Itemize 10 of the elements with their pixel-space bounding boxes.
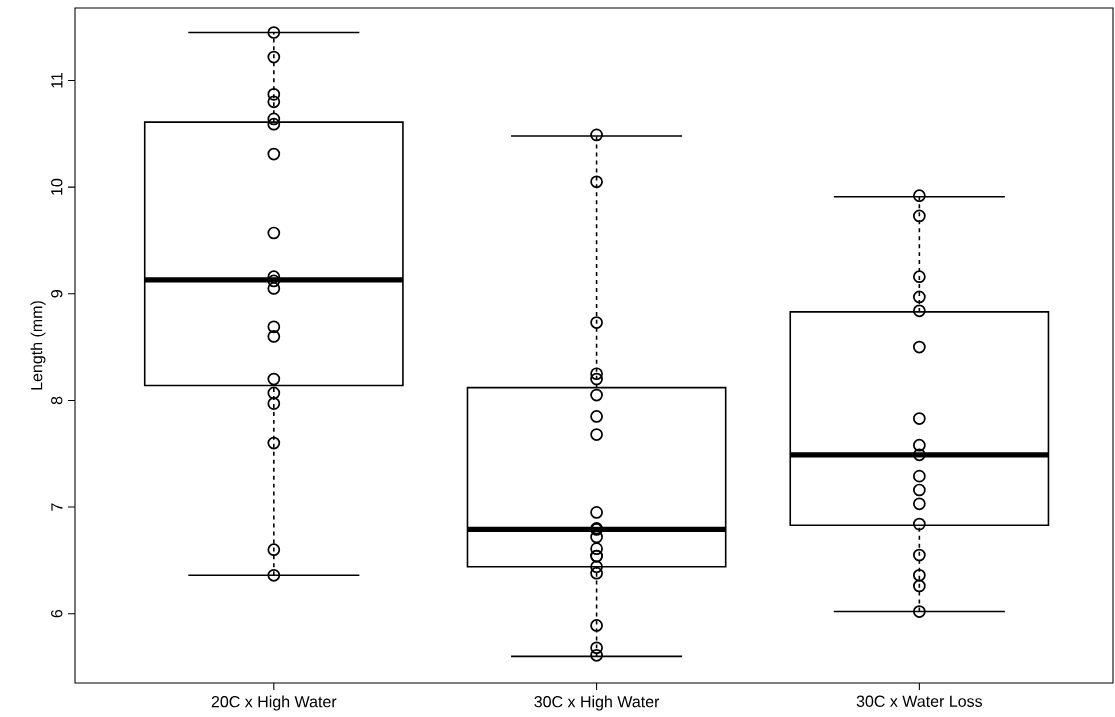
x-tick-label: 30C x Water Loss (856, 695, 983, 707)
y-tick-label: 10 (51, 178, 63, 195)
y-tick-label: 6 (51, 609, 63, 618)
y-tick-label: 11 (51, 72, 63, 88)
y-tick-label: 7 (51, 503, 63, 511)
y-tick-label: 8 (51, 396, 63, 405)
y-axis-title: Length (mm) (30, 301, 46, 390)
x-tick-label: 30C x High Water (534, 695, 660, 711)
y-tick-label: 9 (51, 290, 63, 298)
x-tick-label: 20C x High Water (211, 695, 337, 711)
